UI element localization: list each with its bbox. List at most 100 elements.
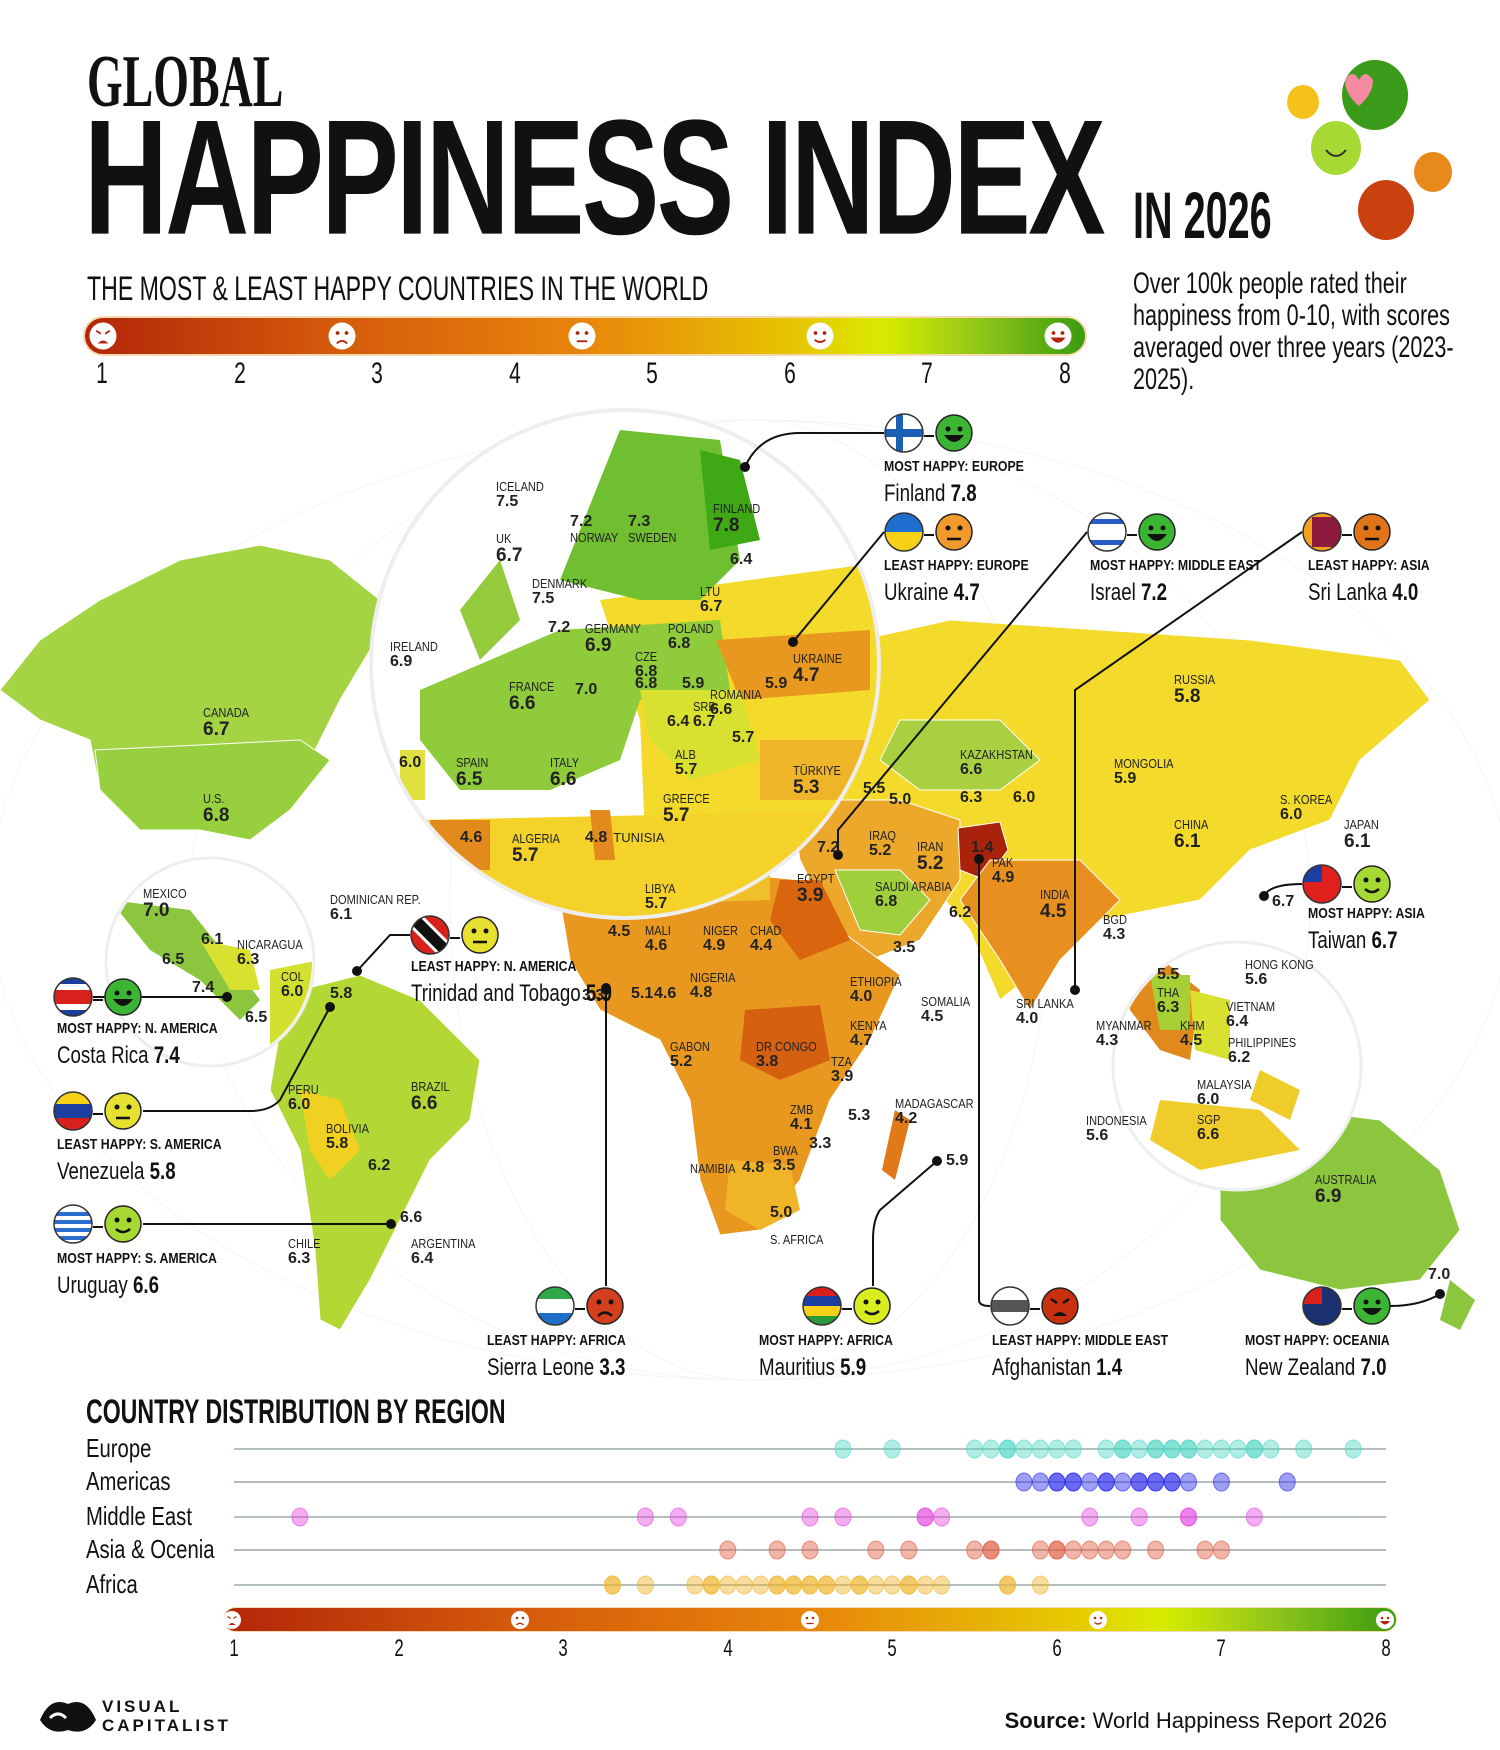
- title-main: HAPPINESS INDEX: [84, 86, 1106, 269]
- country-score: 5.7: [512, 844, 539, 866]
- connector: [1342, 885, 1352, 888]
- x-tick-label: 1: [229, 1635, 239, 1662]
- callout-country-name: Costa Rica: [57, 1042, 149, 1069]
- distribution-chart: [234, 1439, 1386, 1595]
- callout-label-text: MOST HAPPY: AFRICA: [759, 1332, 893, 1349]
- country-score: 6.1: [1344, 830, 1371, 852]
- callout-score: 6.6: [132, 1272, 159, 1299]
- callout-label-text: LEAST HAPPY: AFRICA: [487, 1332, 626, 1349]
- country-name: SOMALIA: [921, 994, 971, 1009]
- map-label-iran: IRAN 5.2: [917, 840, 948, 874]
- callout-label-text: LEAST HAPPY: EUROPE: [884, 557, 1029, 574]
- dot-africa: [883, 1575, 901, 1595]
- callout-label-text: LEAST HAPPY: ASIA: [1308, 557, 1430, 574]
- callout-dot: [788, 637, 798, 647]
- callout-country: Israel 7.2: [1090, 579, 1189, 607]
- dot-middle-east: [669, 1507, 687, 1527]
- callout-score: 5.9: [840, 1354, 867, 1381]
- x-tick-label: 4: [723, 1635, 733, 1662]
- dot-africa: [785, 1575, 803, 1595]
- smile-face-icon: [103, 1204, 143, 1249]
- finland-flag-icon: [884, 413, 924, 458]
- callout-country-name: Mauritius: [759, 1354, 835, 1381]
- dot-middle-east: [291, 1507, 309, 1527]
- map-label: 6.4: [730, 551, 752, 569]
- callout-dot: [1259, 891, 1269, 901]
- dot-middle-east: [916, 1507, 934, 1527]
- map-label-tza: TZA 3.9: [831, 1055, 856, 1085]
- callout-label: MOST HAPPY: S. AMERICA: [57, 1250, 252, 1267]
- country-score: 6.1: [1174, 830, 1201, 852]
- country-score: 4.9: [703, 936, 726, 954]
- dot-asia-ocenia: [801, 1540, 819, 1560]
- country-name: MONGOLIA: [1114, 756, 1174, 771]
- callout-label: MOST HAPPY: EUROPE: [884, 458, 1055, 475]
- taiwan-flag-icon: [1302, 864, 1342, 909]
- x-tick-label: 2: [393, 1635, 404, 1662]
- dot-europe: [1229, 1439, 1247, 1459]
- country-score: 3.3: [809, 1135, 832, 1152]
- country-score: 6.4: [411, 1249, 434, 1267]
- country-score: 7.2: [817, 839, 840, 856]
- map-label-egypt: EGYPT 3.9: [797, 872, 841, 906]
- country-name: SWEDEN: [628, 529, 677, 545]
- map-label-greece: GREECE 5.7: [663, 792, 718, 826]
- dot-africa: [719, 1575, 737, 1595]
- dot-americas: [1163, 1472, 1181, 1492]
- map-label-srb: SRB 6.7: [693, 700, 720, 730]
- callout-line: [1074, 531, 1303, 990]
- map-label-japan: JAPAN 6.1: [1344, 818, 1385, 852]
- country-score: 4.6: [460, 829, 483, 846]
- country-name: FINLAND: [713, 501, 761, 516]
- neutral-face-icon: [934, 512, 974, 557]
- map-label-malaysia: MALAYSIA 6.0: [1197, 1078, 1261, 1108]
- country-name: MYANMAR: [1096, 1018, 1152, 1033]
- country-score: 6.0: [1013, 789, 1036, 806]
- callout-dot: [833, 850, 843, 860]
- country-score: 6.8: [875, 892, 898, 910]
- country-score: 5.2: [670, 1052, 693, 1070]
- callout-dot: [740, 462, 750, 472]
- country-score: 4.8: [742, 1159, 765, 1176]
- dot-asia-ocenia: [1031, 1540, 1049, 1560]
- country-name: SAUDI ARABIA: [875, 879, 952, 894]
- map-label: 4.8: [742, 1159, 765, 1177]
- connector: [842, 1307, 852, 1310]
- country-name: ALGERIA: [512, 831, 560, 846]
- scale-tick: 2: [233, 357, 246, 390]
- map-label-ltu: LTU 6.7: [700, 585, 724, 615]
- country-score: 6.7: [693, 712, 716, 730]
- country-score: 6.3: [288, 1249, 311, 1267]
- country-name: ROMANIA: [710, 687, 762, 702]
- map-label: 6.7: [1272, 893, 1294, 911]
- dot-americas: [1048, 1472, 1066, 1492]
- callout-line: [872, 1160, 938, 1286]
- country-name: LTU: [700, 584, 721, 599]
- callout-mauritius: [802, 1286, 892, 1331]
- map-label-algeria: ALGERIA 5.7: [512, 832, 568, 866]
- country-score: 5.2: [869, 841, 892, 859]
- map-label-nigeria: NIGERIA 4.8: [690, 971, 743, 1001]
- country-name: NAMIBIA: [690, 1161, 736, 1176]
- country-score: 6.2: [1228, 1048, 1251, 1066]
- new-zealand-flag-icon: [1302, 1286, 1342, 1331]
- callout-label-text: MOST HAPPY: ASIA: [1308, 905, 1425, 922]
- map-label: 5.8: [330, 985, 352, 1003]
- region-name: Asia & Ocenia: [86, 1534, 215, 1564]
- map-label-bwa: BWA 3.5: [773, 1144, 802, 1174]
- scale-face-smile-icon: [805, 321, 835, 356]
- country-score: 4.9: [992, 868, 1015, 886]
- dot-europe: [1196, 1439, 1214, 1459]
- map-label-canada: CANADA 6.7: [203, 706, 257, 740]
- dot-americas: [1212, 1472, 1230, 1492]
- connector: [575, 1307, 585, 1310]
- map-label-alb: ALB 5.7: [675, 748, 700, 778]
- map-label-sri-lanka: SRI LANKA 4.0: [1016, 997, 1084, 1027]
- map-label-myanmar: MYANMAR 4.3: [1096, 1019, 1161, 1049]
- map-label-france: FRANCE 6.6: [509, 680, 562, 714]
- callout-label: MOST HAPPY: OCEANIA: [1245, 1332, 1421, 1349]
- dot-africa: [636, 1575, 654, 1595]
- dot-asia-ocenia: [1081, 1540, 1099, 1560]
- country-score: 5.8: [326, 1134, 349, 1152]
- country-name: CANADA: [203, 705, 250, 720]
